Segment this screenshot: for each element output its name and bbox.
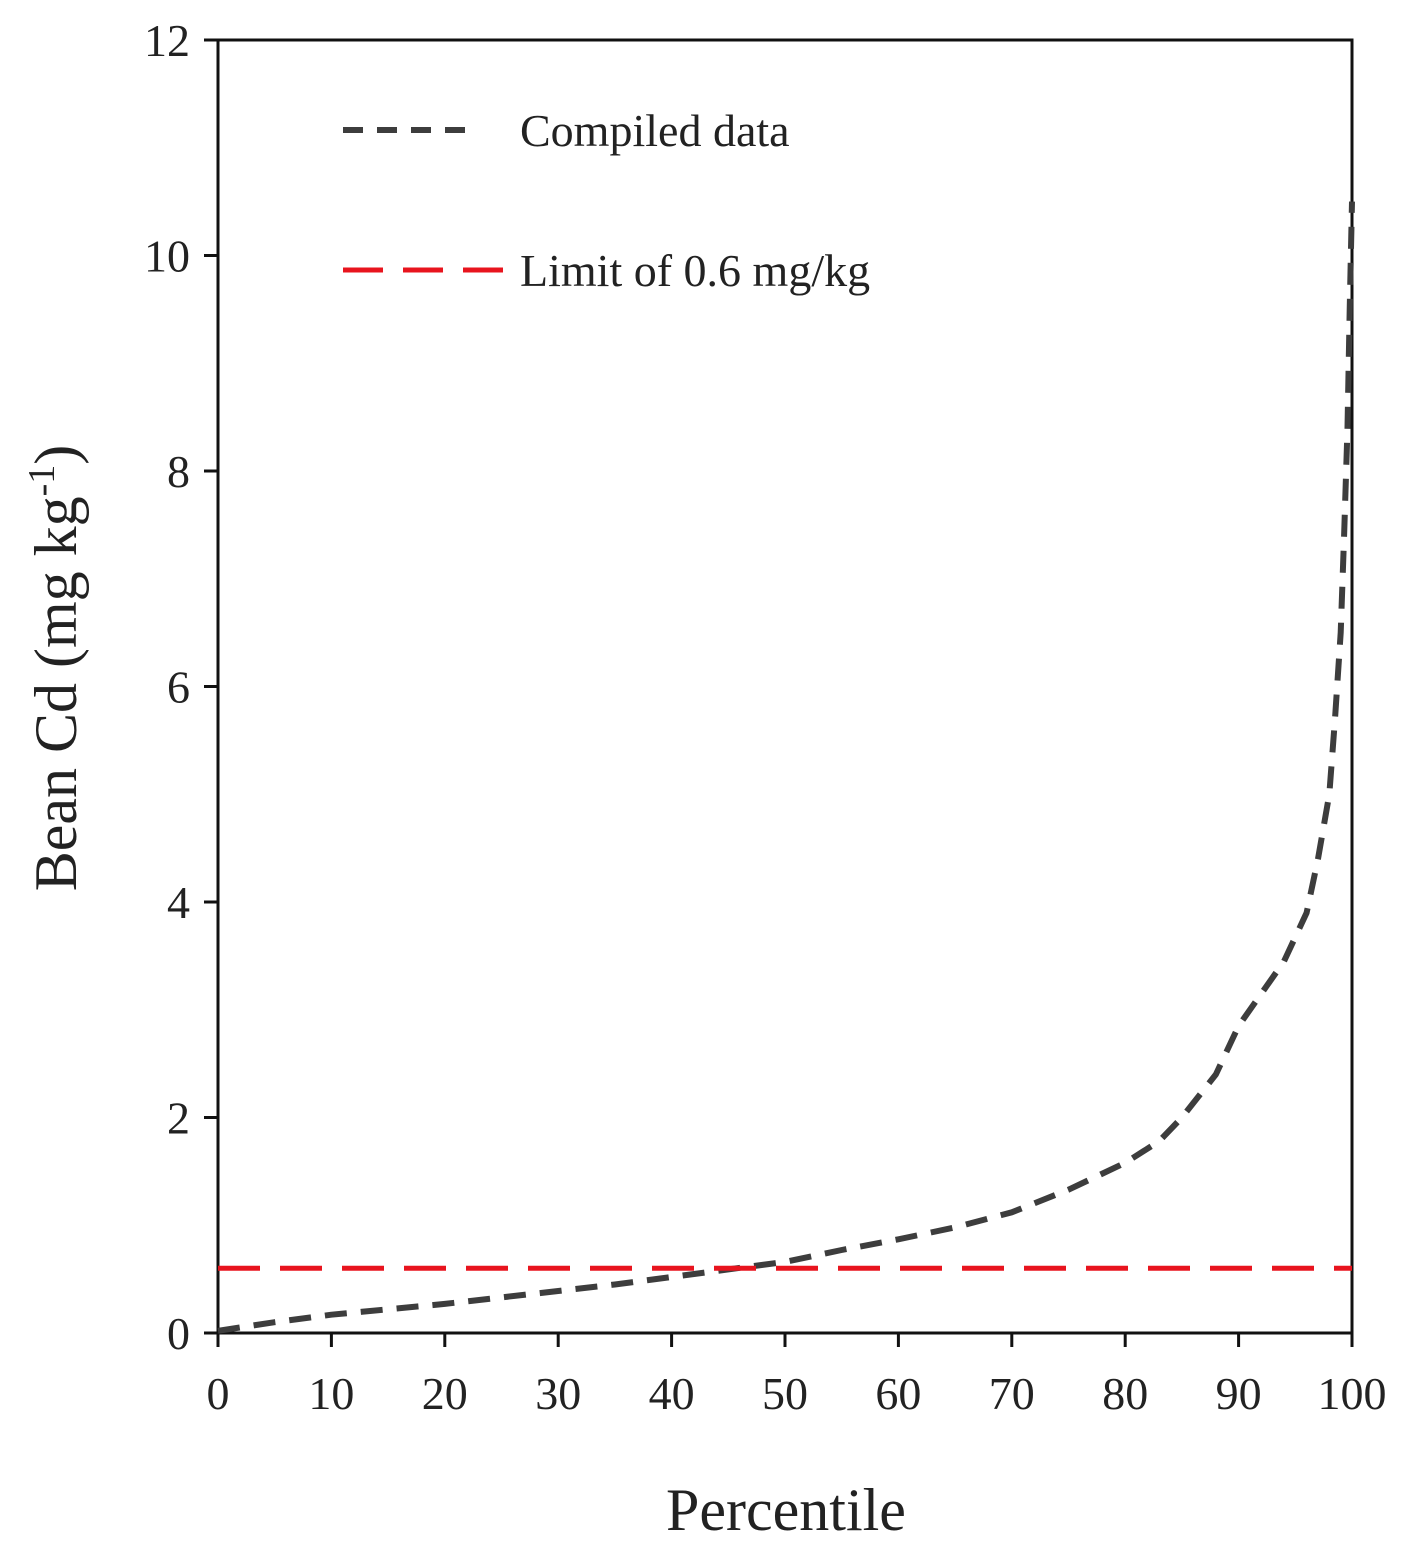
plot-frame <box>216 38 1354 1335</box>
y-axis-title-main: Bean Cd (mg kg <box>23 496 89 891</box>
x-axis-title: Percentile <box>666 1477 906 1543</box>
x-tick-label: 80 <box>1102 1368 1148 1419</box>
series-layer <box>217 201 1355 1334</box>
y-axis-title-superscript: -1 <box>21 465 63 497</box>
y-axis-title: Bean Cd (mg kg-1) <box>21 445 89 892</box>
y-tick-label: 6 <box>167 662 190 713</box>
series-line-0 <box>217 201 1355 1334</box>
legend-label-1: Limit of 0.6 mg/kg <box>520 245 870 296</box>
x-tick-label: 100 <box>1318 1368 1387 1419</box>
y-tick-label: 12 <box>144 15 190 66</box>
x-tick-label: 30 <box>535 1368 581 1419</box>
x-tick-label: 60 <box>875 1368 921 1419</box>
y-axis-title-end: ) <box>23 445 89 465</box>
x-tick-label: 90 <box>1216 1368 1262 1419</box>
y-tick-label: 8 <box>167 446 190 497</box>
y-tick-label: 0 <box>167 1308 190 1359</box>
x-tick-label: 70 <box>989 1368 1035 1419</box>
y-tick-label: 2 <box>167 1093 190 1144</box>
x-tick-label: 20 <box>422 1368 468 1419</box>
legend: Compiled data Limit of 0.6 mg/kg <box>343 105 870 296</box>
y-tick-label: 4 <box>167 877 190 928</box>
legend-label-0: Compiled data <box>520 105 790 156</box>
x-tick-label: 0 <box>207 1368 230 1419</box>
x-tick-label: 10 <box>308 1368 354 1419</box>
axes: 0 10 20 30 40 50 60 70 80 90 100 0 2 4 6 8 10 12 <box>144 15 1387 1419</box>
y-tick-label: 10 <box>144 231 190 282</box>
x-tick-label: 50 <box>762 1368 808 1419</box>
x-tick-label: 40 <box>649 1368 695 1419</box>
